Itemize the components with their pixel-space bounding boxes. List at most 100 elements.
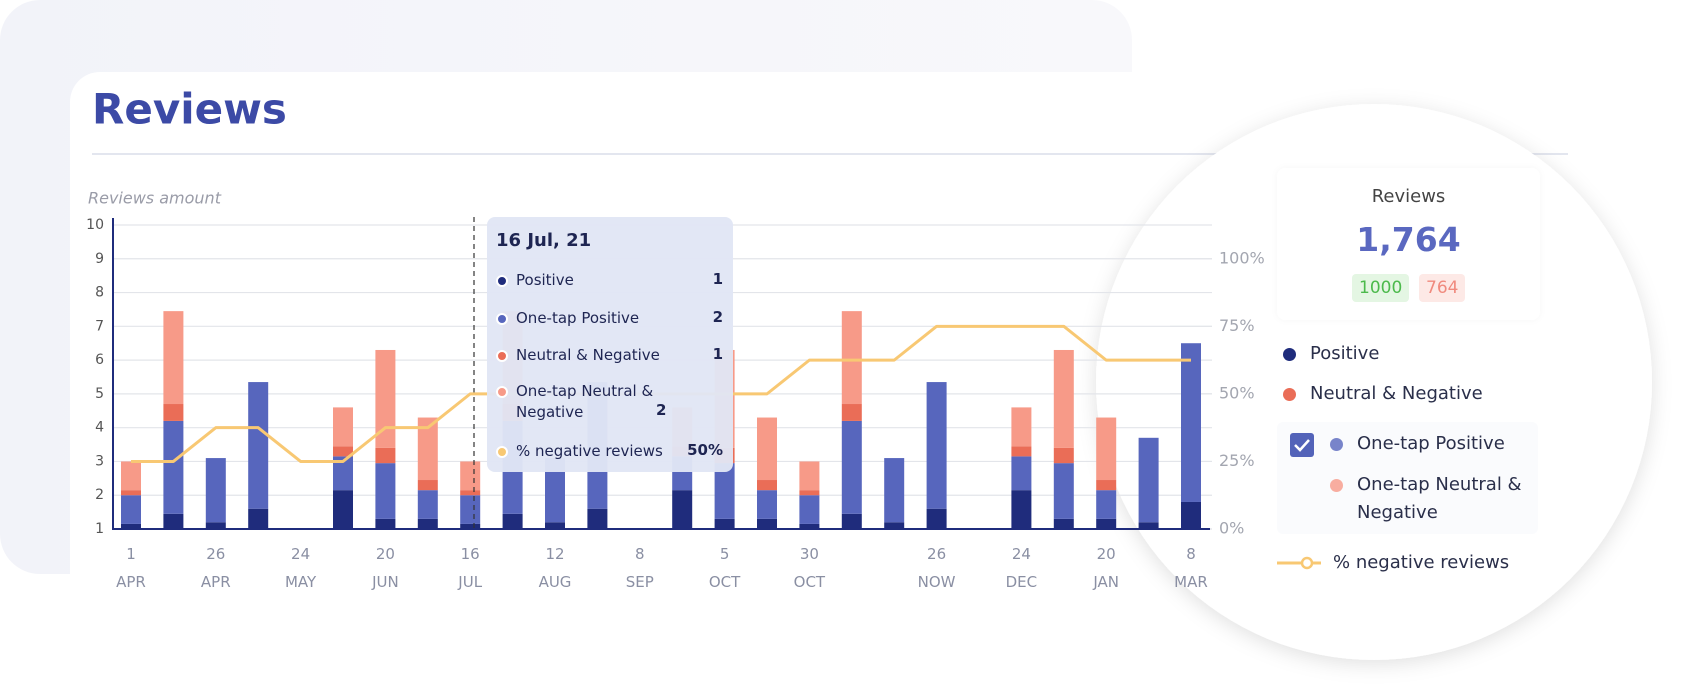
bar-segment (205, 458, 226, 523)
y-tick-label: 2 (95, 487, 104, 503)
tooltip-value: 1 (712, 345, 723, 363)
bar-segment (205, 522, 226, 529)
tooltip-row: Neutral & Negative 1 (496, 345, 723, 366)
bar-segment (502, 513, 523, 529)
legend-label: Positive (1310, 343, 1380, 364)
x-tick-label: 8 SEP (625, 545, 654, 591)
bar-segment (757, 490, 777, 519)
y-tick-label: 6 (95, 352, 104, 368)
tooltip: 16 Jul, 21 Positive 1 One-tap Positive 2 Neu… (487, 217, 733, 472)
y2-tick-label: 50% (1219, 383, 1255, 402)
x-tick-label: 1 APR (116, 545, 146, 591)
bar-segment (1011, 490, 1032, 529)
tooltip-row: One-tap Neutral & Negative 2 (496, 382, 723, 423)
legend-swatch (1283, 348, 1296, 361)
bar-segment (545, 458, 565, 523)
bar-segment (672, 490, 693, 529)
legend-item: One-tap Neutral & Negative (1330, 471, 1530, 527)
bar-segment (1053, 518, 1074, 529)
bar-segment (1053, 463, 1074, 519)
y-axis-label: Reviews amount (88, 189, 222, 208)
legend-item: Neutral & Negative (1283, 380, 1483, 408)
y-tick-label: 9 (95, 251, 104, 267)
bar-segment (545, 522, 565, 529)
bar-segment (121, 461, 141, 491)
bar-segment (1053, 447, 1074, 464)
legend-item: One-tap Positive (1330, 430, 1505, 458)
bar-segment (884, 522, 905, 529)
bar-segment (1096, 417, 1117, 481)
bar-segment (714, 518, 735, 529)
x-tick-label: 30 OCT (793, 545, 826, 591)
tooltip-dot (496, 446, 508, 458)
bar-segment (375, 463, 396, 519)
bar-segment (121, 495, 141, 524)
bar-segment (757, 480, 777, 491)
y-tick-label: 1 (95, 521, 104, 537)
bar-segment (375, 518, 396, 529)
bar-segment (1096, 490, 1117, 519)
legend-line-icon (1277, 556, 1321, 570)
bar-segment (248, 508, 269, 529)
bar-segment (799, 495, 820, 524)
bar-segment (163, 513, 184, 529)
bar-segment (333, 407, 353, 447)
bar-segment (926, 382, 947, 509)
page-title: Reviews (92, 85, 287, 134)
negative-count: 764 (1419, 274, 1466, 302)
bar-segment (1138, 522, 1159, 529)
bar-segment (1096, 518, 1117, 529)
bar-segment (375, 349, 396, 448)
y-tick-label: 4 (95, 420, 104, 436)
bar-segment (460, 461, 481, 491)
bar-segment (333, 490, 353, 529)
bar-segment (1011, 456, 1032, 491)
tooltip-value: 2 (712, 308, 723, 326)
legend-label: Neutral & Negative (1310, 383, 1483, 404)
summary-title: Reviews (1371, 186, 1446, 207)
x-tick-label: 5 OCT (708, 545, 741, 591)
tooltip-label: One-tap Positive (516, 309, 640, 327)
bar-segment (841, 311, 862, 405)
tooltip-value: 1 (712, 270, 723, 288)
bar-segment (841, 420, 862, 514)
tooltip-dot (496, 275, 508, 287)
check-icon (1294, 439, 1310, 452)
bar-segment (587, 508, 608, 529)
tooltip-row: % negative reviews 50% (496, 441, 723, 462)
bar-segment (417, 518, 438, 529)
checkbox[interactable] (1290, 433, 1314, 457)
bar-segment (1053, 349, 1074, 448)
bar-segment (460, 523, 481, 529)
bar-segment (799, 461, 820, 491)
bar-segment (333, 456, 353, 491)
bar-segment (757, 518, 777, 529)
tooltip-dot (496, 313, 508, 325)
bar-segment (417, 480, 438, 491)
summary-card: Reviews 1,764 1000 764 (1277, 168, 1540, 320)
positive-count: 1000 (1352, 274, 1410, 302)
bar-segment (757, 417, 777, 481)
bar-segment (1096, 480, 1117, 491)
y-tick-label: 7 (95, 318, 104, 334)
x-tick-label: 12 AUG (538, 545, 572, 591)
one-tap-group (1277, 422, 1538, 534)
y-tick-label: 5 (95, 386, 104, 402)
tooltip-title: 16 Jul, 21 (496, 230, 592, 251)
tooltip-value: 2 (656, 401, 667, 419)
tooltip-label: One-tap Neutral & Negative (516, 382, 654, 421)
legend-label: One-tap Neutral & Negative (1357, 474, 1522, 523)
tooltip-label: % negative reviews (516, 442, 663, 460)
bar-segment (926, 508, 947, 529)
bar-segment (841, 404, 862, 421)
bar-segment (714, 463, 735, 519)
tooltip-dot (496, 386, 508, 398)
legend-swatch (1330, 479, 1343, 492)
x-tick-label: 26 NOW (917, 545, 956, 591)
bar-segment (799, 490, 820, 496)
bar-segment (248, 382, 269, 509)
bar-segment (163, 311, 184, 405)
bar-segment (417, 417, 438, 481)
bar-segment (1011, 407, 1032, 447)
